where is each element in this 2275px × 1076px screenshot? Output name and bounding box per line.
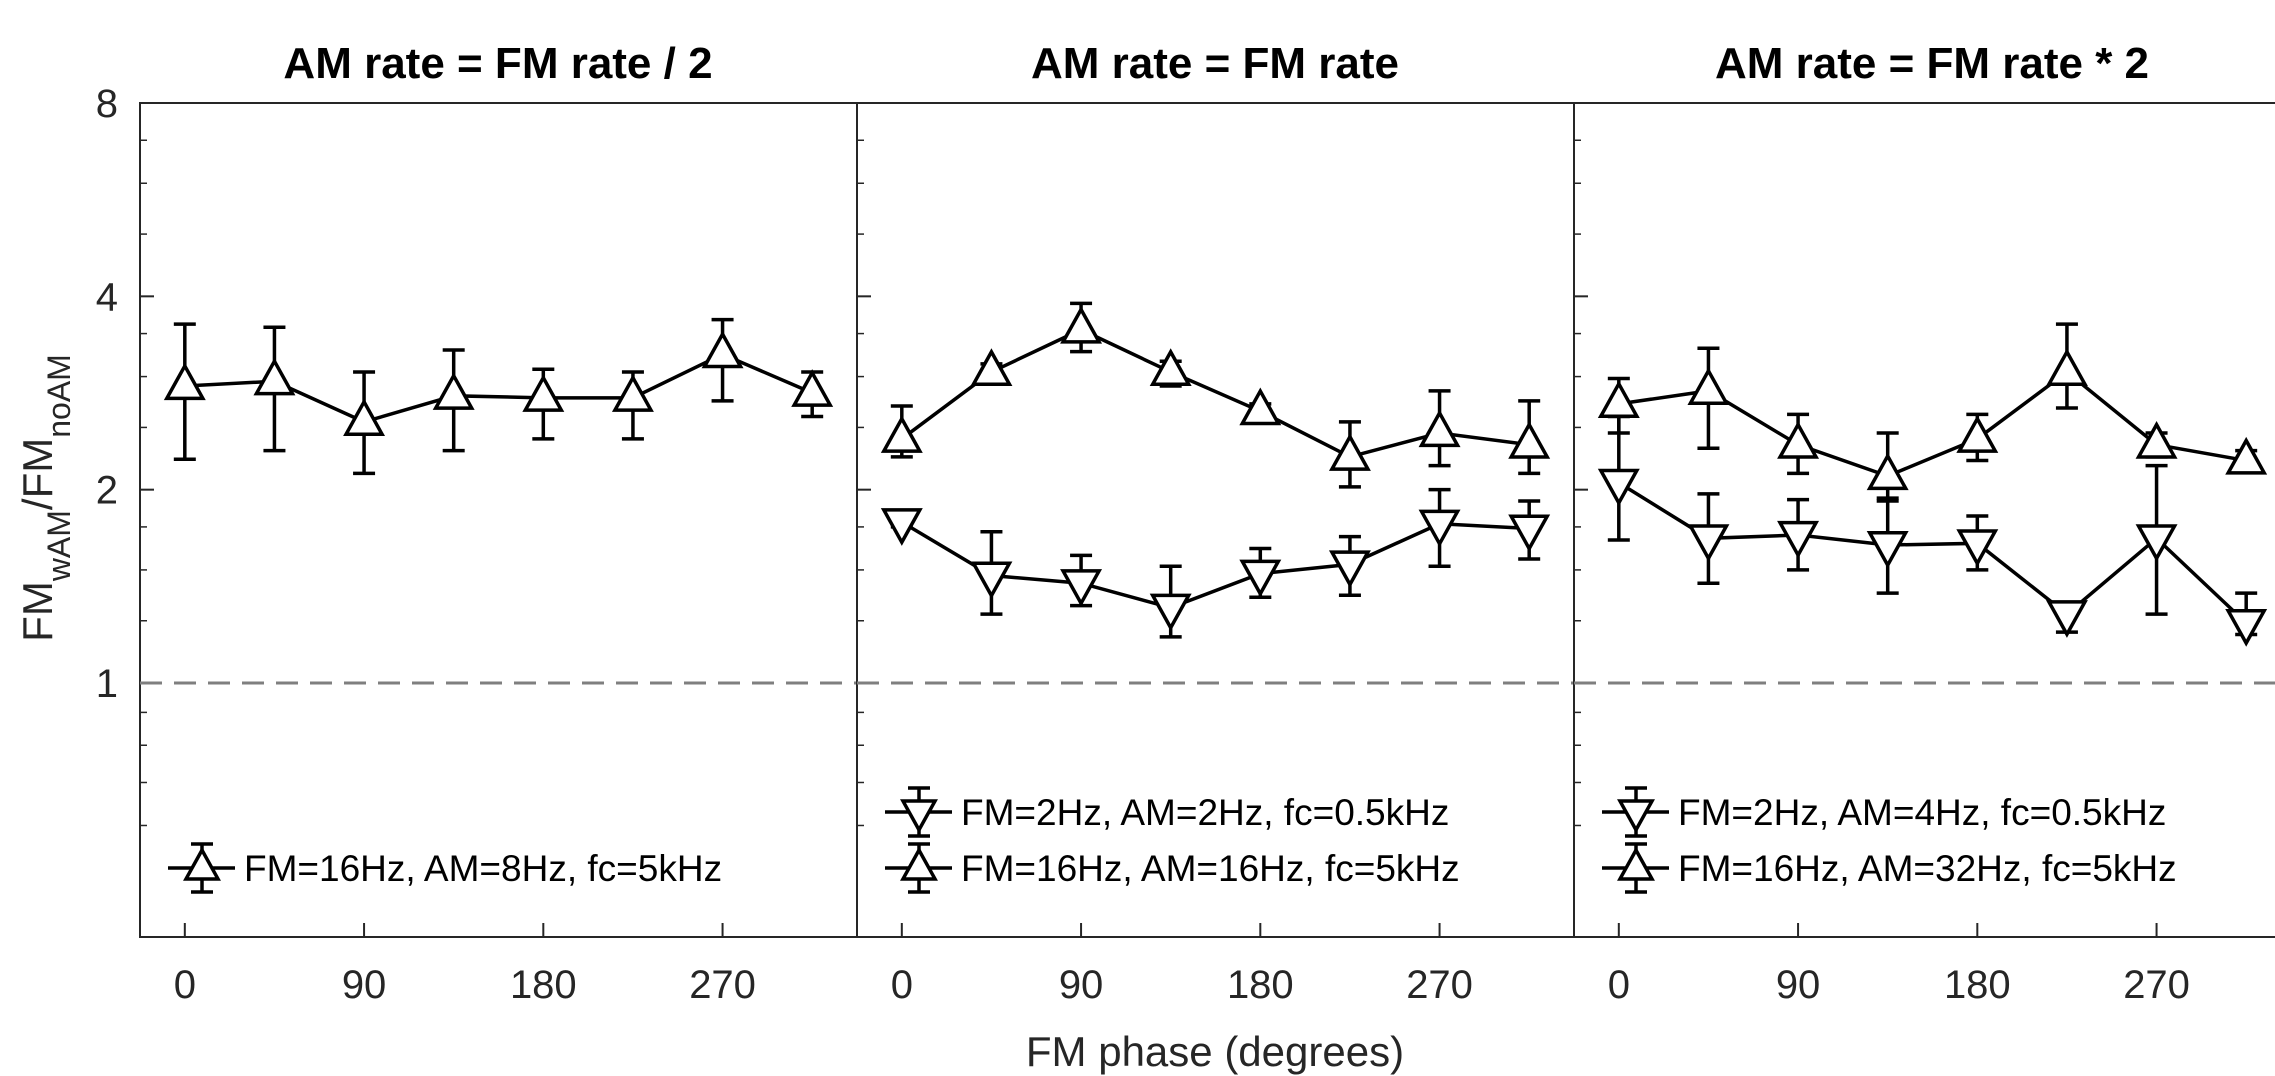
panel-2-series-1-point-6 (1418, 509, 1461, 548)
x-axis-label: FM phase (degrees) (1026, 1028, 1404, 1075)
panel-1-xtick-label-0: 0 (174, 963, 196, 1007)
panel-2-series-2-point-5 (1328, 433, 1371, 471)
panel-2-series-2-point-7 (1508, 420, 1551, 459)
panel-2-series-1-point-0 (880, 508, 923, 546)
panel-3-legend-1-marker (1617, 799, 1655, 834)
panel-2-series-2-point-2 (1060, 305, 1103, 344)
panel-2-legend-2-label: FM=16Hz, AM=16Hz, fc=5kHz (961, 848, 1460, 889)
panel-3-series-1-point-7 (2225, 608, 2268, 647)
panel-3-series-2-point-1 (1687, 367, 1730, 405)
ytick-label-2: 4 (96, 275, 118, 319)
panel-3-legend-2-marker (1617, 846, 1655, 881)
panel-title-2: AM rate = FM rate (1031, 39, 1399, 88)
panel-3-series-2-point-2 (1777, 420, 1820, 459)
panel-3-legend-2-label: FM=16Hz, AM=32Hz, fc=5kHz (1678, 848, 2177, 889)
panel-2-series-1-point-7 (1508, 514, 1551, 553)
panel-1-series-1-point-1 (253, 357, 296, 396)
panel-3-frame (1573, 102, 2275, 938)
plot-area: 0 90 180 270 0 90 180 270 0 90 180 270 1 2 4 8 FM=16Hz, … (96, 82, 2275, 1007)
panel-1-series-1-point-3 (432, 372, 475, 410)
panel-3-series-2-point-6 (2135, 420, 2178, 459)
y-axis-label: FMwAM/FMnoAM (14, 354, 77, 642)
panel-title-1: AM rate = FM rate / 2 (283, 39, 712, 88)
panel-2-legend-1-marker (900, 799, 938, 834)
panel-1-series-1-point-6 (701, 330, 744, 369)
panel-3-xtick-label-0: 0 (1608, 963, 1630, 1007)
panel-1-series-1-point-4 (522, 374, 565, 412)
panel-2-legend-1-label: FM=2Hz, AM=2Hz, fc=0.5kHz (961, 792, 1449, 833)
panel-3-series-2-point-3 (1866, 452, 1909, 491)
panel-2-series-1-point-5 (1328, 550, 1371, 589)
panel-3-xtick-label-3: 270 (2123, 963, 2190, 1007)
panel-3-series-1-point-4 (1956, 529, 1999, 568)
panel-2-xtick-label-1: 90 (1059, 963, 1104, 1007)
panel-2-series-2-point-6 (1418, 409, 1461, 448)
panel-3-series-2-point-4 (1956, 415, 1999, 453)
panel-1-series-1-point-0 (163, 362, 206, 401)
ytick-label-0: 1 (96, 662, 118, 706)
panel-3-series-1-point-0 (1597, 468, 1640, 507)
panel-2-series-2-point-3 (1149, 348, 1192, 387)
ytick-label-3: 8 (96, 82, 118, 126)
panel-3-legend-1-label: FM=2Hz, AM=4Hz, fc=0.5kHz (1678, 792, 2166, 833)
panel-2-series-1-point-1 (970, 561, 1013, 600)
panel-3-series-1-line (1617, 481, 2248, 625)
panel-2-xtick-label-2: 180 (1227, 963, 1294, 1007)
panel-2-series-1-point-3 (1149, 593, 1192, 632)
panel-2-series-2-point-4 (1239, 387, 1282, 426)
panel-1-xtick-label-2: 180 (510, 963, 577, 1007)
panel-3-series-2-point-5 (2045, 348, 2088, 387)
panel-2-xtick-label-0: 0 (891, 963, 913, 1007)
panel-3-series-1-point-5 (2045, 600, 2088, 638)
panel-1-series-1-point-5 (611, 374, 654, 412)
panel-1-xtick-label-3: 270 (689, 963, 756, 1007)
panel-2-series-1-point-2 (1060, 569, 1103, 607)
panel-3-series-1-point-2 (1777, 520, 1820, 559)
panel-2-series-2-point-1 (970, 348, 1013, 387)
panel-2-series-2-point-0 (880, 415, 923, 453)
panel-3-series-1-point-6 (2135, 524, 2178, 562)
panel-3-series-1-point-1 (1687, 524, 1730, 562)
panel-2-xtick-label-3: 270 (1406, 963, 1473, 1007)
panel-2-series-1-point-4 (1239, 559, 1282, 598)
panel-3-series-2-point-0 (1597, 380, 1640, 418)
panel-1-legend-1-marker (183, 846, 221, 881)
panel-1-series-1-point-2 (343, 398, 386, 436)
panel-3-xtick-label-1: 90 (1776, 963, 1821, 1007)
panel-3-xtick-label-2: 180 (1944, 963, 2011, 1007)
ytick-label-1: 2 (96, 469, 118, 513)
panel-1-series-1-point-7 (791, 369, 834, 407)
panel-1-legend-1-label: FM=16Hz, AM=8Hz, fc=5kHz (244, 848, 722, 889)
panel-2-series-1-line (900, 520, 1530, 610)
panel-3-series-2-point-7 (2225, 436, 2268, 475)
panel-title-3: AM rate = FM rate * 2 (1715, 39, 2149, 88)
panel-3-series-1-point-3 (1866, 530, 1909, 569)
panel-2-legend-2-marker (900, 846, 938, 881)
panel-1-xtick-label-1: 90 (342, 963, 387, 1007)
